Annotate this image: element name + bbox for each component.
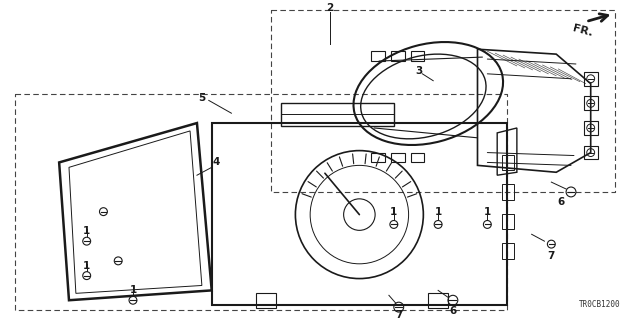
Text: 1: 1 [83, 261, 90, 271]
Text: 4: 4 [213, 157, 220, 167]
Text: 1: 1 [83, 226, 90, 236]
Bar [391, 51, 404, 61]
Text: 6: 6 [557, 197, 564, 207]
Text: 1: 1 [129, 285, 136, 295]
Bar [371, 153, 385, 163]
Text: 6: 6 [449, 306, 456, 316]
Text: FR.: FR. [571, 24, 593, 39]
Bar [584, 121, 598, 135]
Bar [411, 51, 424, 61]
Text: 7: 7 [548, 251, 555, 261]
Text: 1: 1 [484, 207, 491, 217]
Text: 1: 1 [435, 207, 442, 217]
Bar [502, 214, 514, 229]
Text: TR0CB1200: TR0CB1200 [579, 300, 620, 309]
Bar [256, 293, 276, 308]
Text: 1: 1 [390, 207, 397, 217]
Text: 7: 7 [395, 310, 403, 320]
Text: 5: 5 [198, 93, 205, 103]
Text: 2: 2 [326, 3, 333, 13]
Bar [411, 153, 424, 163]
Bar [391, 153, 404, 163]
Bar [502, 155, 514, 170]
Bar [584, 72, 598, 86]
Text: 3: 3 [415, 66, 422, 76]
Bar [502, 243, 514, 259]
Bar [584, 96, 598, 110]
Bar [371, 51, 385, 61]
Bar [584, 146, 598, 159]
Bar [428, 293, 448, 308]
Bar [502, 184, 514, 200]
